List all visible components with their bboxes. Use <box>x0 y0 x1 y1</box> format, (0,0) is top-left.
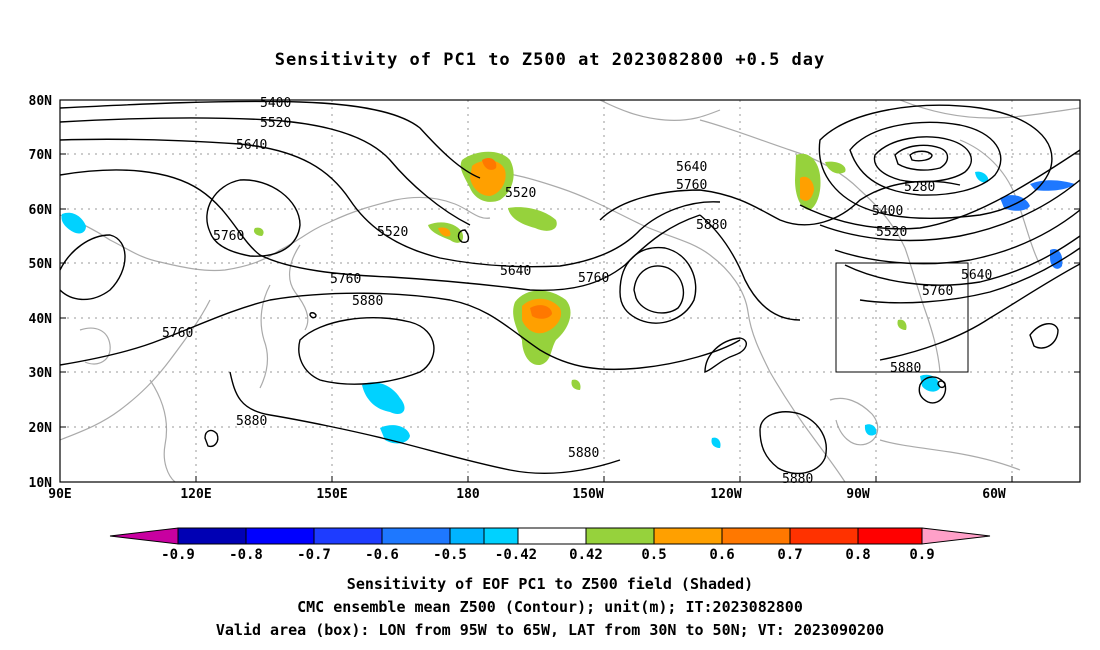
colorbar-tick: 0.5 <box>641 547 666 563</box>
colorbar-tick: -0.8 <box>229 547 263 563</box>
contour-label: 5640 <box>961 268 992 283</box>
lat-label: 70N <box>29 148 53 163</box>
contour-label: 5640 <box>236 138 267 153</box>
colorbar-segment <box>721 527 791 545</box>
colorbar-segment <box>857 527 923 545</box>
colorbar-tick: -0.7 <box>297 547 331 563</box>
contour-label: 5880 <box>696 218 727 233</box>
contour-label: 5520 <box>876 225 907 240</box>
colorbar-segment <box>177 527 247 545</box>
colorbar-segment <box>483 527 519 545</box>
colorbar-tick: 0.7 <box>777 547 802 563</box>
lat-labels: 80N 70N 60N 50N 40N 30N 20N 10N <box>29 94 53 491</box>
contour-label: 5880 <box>782 472 813 487</box>
lat-label: 30N <box>29 366 53 381</box>
colorbar-tick: -0.42 <box>495 547 537 563</box>
caption-line-2: CMC ensemble mean Z500 (Contour); unit(m… <box>297 598 803 616</box>
colorbar-segment <box>653 527 723 545</box>
contour-label: 5400 <box>260 96 291 111</box>
lon-label: 120W <box>710 487 741 502</box>
lon-labels: 90E 120E 150E 180 150W 120W 90W 60W <box>48 487 1006 502</box>
contour-label: 5760 <box>213 229 244 244</box>
lat-label: 40N <box>29 312 53 327</box>
valid-area-box <box>835 262 969 373</box>
colorbar-tick: -0.9 <box>161 547 195 563</box>
contour-label: 5520 <box>377 225 408 240</box>
lon-label: 180 <box>456 487 480 502</box>
contour-label: 5760 <box>162 326 193 341</box>
colorbar-segment <box>517 527 587 545</box>
lon-label: 150W <box>572 487 603 502</box>
colorbar-segment <box>109 527 179 545</box>
z500-contours <box>60 100 1080 475</box>
lat-label: 80N <box>29 94 53 109</box>
colorbar-segment <box>313 527 383 545</box>
lon-label: 90W <box>846 487 870 502</box>
contour-label: 5760 <box>330 272 361 287</box>
contour-label-group: 5400 5520 5640 5760 5520 5520 5640 5760 … <box>162 96 992 487</box>
colorbar-tick: 0.6 <box>709 547 734 563</box>
lat-label: 10N <box>29 476 53 491</box>
contour-label: 5280 <box>904 180 935 195</box>
caption-line-3: Valid area (box): LON from 95W to 65W, L… <box>215 621 885 639</box>
axis-ticks <box>60 99 1080 483</box>
contour-label: 5640 <box>676 160 707 175</box>
lon-label: 60W <box>982 487 1006 502</box>
contour-label: 5760 <box>578 271 609 286</box>
lat-label: 50N <box>29 257 53 272</box>
colorbar-segment <box>789 527 859 545</box>
caption-line-1: Sensitivity of EOF PC1 to Z500 field (Sh… <box>346 575 754 593</box>
colorbar-segment <box>449 527 485 545</box>
colorbar-segment <box>921 527 991 545</box>
lon-label: 150E <box>316 487 347 502</box>
coastlines <box>60 100 1080 482</box>
lat-label: 60N <box>29 203 53 218</box>
colorbar-tick: -0.6 <box>365 547 399 563</box>
colorbar-segment <box>245 527 315 545</box>
contour-label: 5640 <box>500 264 531 279</box>
lon-label: 120E <box>180 487 211 502</box>
contour-label: 5880 <box>236 414 267 429</box>
lon-label: 90E <box>48 487 71 502</box>
colorbar-tick: -0.5 <box>433 547 467 563</box>
colorbar-tick: 0.9 <box>909 547 934 563</box>
contour-label: 5880 <box>568 446 599 461</box>
sensitivity-shading <box>61 151 1075 448</box>
lat-label: 20N <box>29 421 53 436</box>
colorbar-tick: 0.42 <box>569 547 603 563</box>
contour-label: 5880 <box>890 361 921 376</box>
map-frame <box>59 99 1081 483</box>
map-title: Sensitivity of PC1 to Z500 at 2023082800… <box>274 50 826 70</box>
colorbar-tick: 0.8 <box>845 547 870 563</box>
contour-label: 5760 <box>922 284 953 299</box>
contour-label: 5520 <box>505 186 536 201</box>
colorbar-segment <box>381 527 451 545</box>
colorbar-segment <box>585 527 655 545</box>
contour-label: 5520 <box>260 116 291 131</box>
contour-label: 5760 <box>676 178 707 193</box>
colorbar <box>109 527 991 545</box>
contour-label: 5400 <box>872 204 903 219</box>
colorbar-ticks: -0.9 -0.8 -0.7 -0.6 -0.5 -0.42 0.42 0.5 … <box>161 547 935 563</box>
contour-label: 5880 <box>352 294 383 309</box>
